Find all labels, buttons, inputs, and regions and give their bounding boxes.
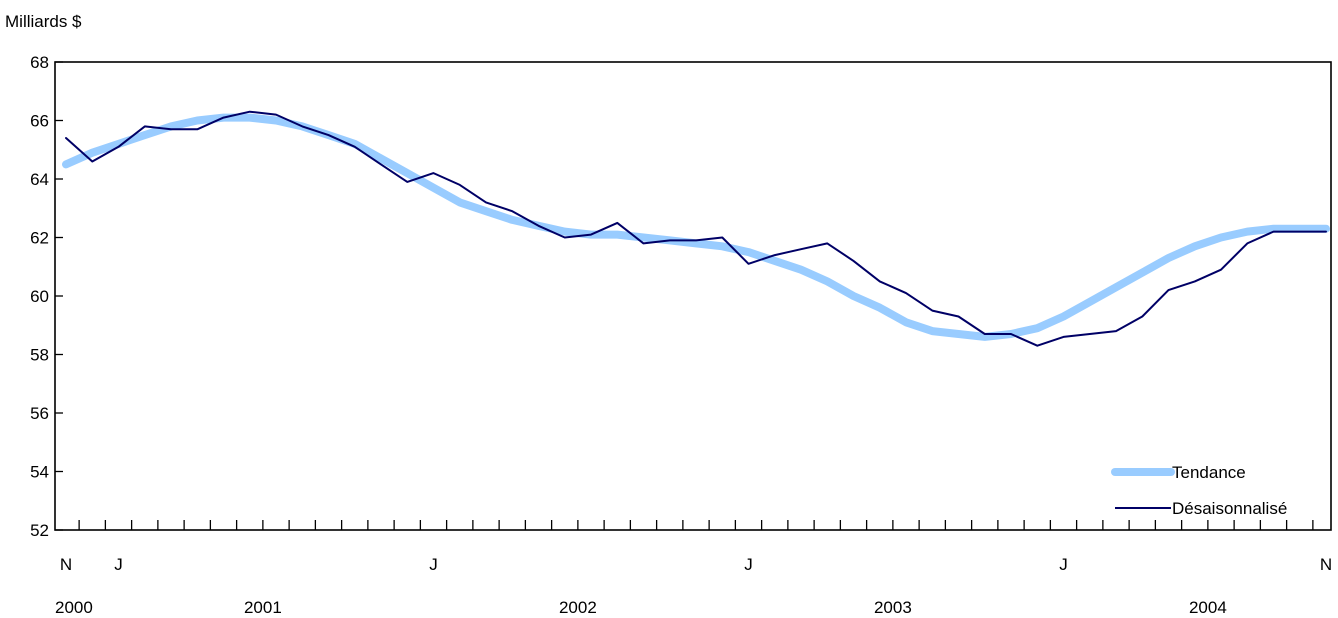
x-month-label: J [1059, 555, 1068, 574]
y-tick-label: 52 [30, 521, 49, 540]
x-year-label: 2002 [559, 598, 597, 617]
y-tick-label: 64 [30, 170, 49, 189]
y-axis-title: Milliards $ [5, 12, 82, 31]
x-month-label: J [429, 555, 438, 574]
y-axis: 52 54 56 58 60 62 64 66 68 [30, 53, 63, 540]
x-month-label: J [114, 555, 123, 574]
y-tick-label: 54 [30, 463, 49, 482]
y-tick-label: 56 [30, 404, 49, 423]
x-month-label: J [744, 555, 753, 574]
series-line-desaisonnalise [65, 110, 1327, 347]
x-year-label: 2001 [244, 598, 282, 617]
y-tick-label: 62 [30, 229, 49, 248]
legend-label-tendance: Tendance [1172, 463, 1246, 482]
series-layer [62, 110, 1330, 347]
y-tick-label: 58 [30, 346, 49, 365]
x-month-label: N [1320, 555, 1332, 574]
x-year-label: 2000 [55, 598, 93, 617]
legend-label-desaisonnalise: Désaisonnalisé [1172, 499, 1287, 518]
x-axis: N J J J J N 2000 2001 2002 2003 2004 [55, 520, 1332, 617]
y-tick-label: 60 [30, 287, 49, 306]
x-month-label: N [60, 555, 72, 574]
series-line-tendance [62, 113, 1330, 341]
plot-frame [54, 61, 1332, 531]
x-year-label: 2003 [874, 598, 912, 617]
y-tick-label: 68 [30, 53, 49, 72]
legend: Tendance Désaisonnalisé [1111, 463, 1287, 518]
x-year-label: 2004 [1189, 598, 1227, 617]
y-tick-label: 66 [30, 112, 49, 131]
